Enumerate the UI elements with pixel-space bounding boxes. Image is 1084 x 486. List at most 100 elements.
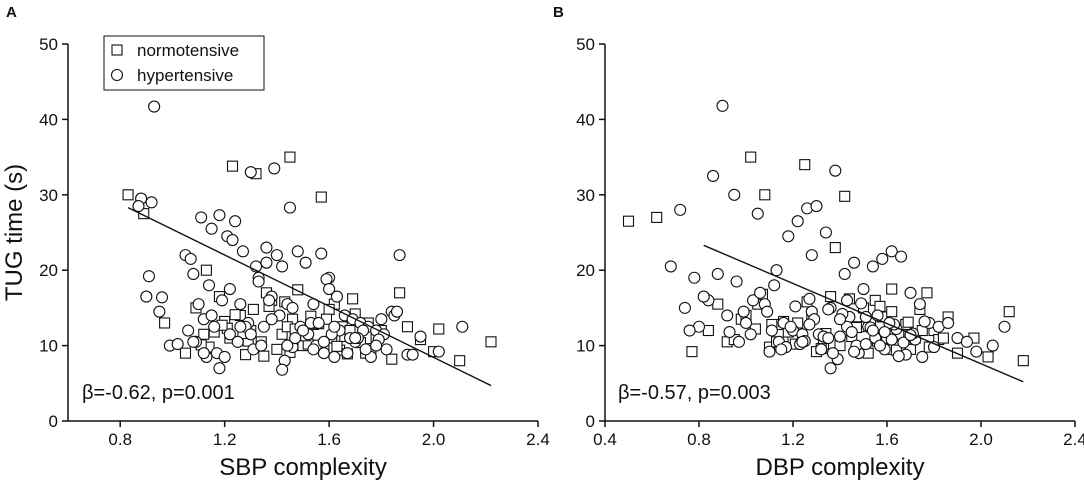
data-point-circle — [234, 320, 247, 333]
data-point-circle — [848, 345, 861, 358]
data-point-circle — [678, 301, 691, 314]
data-point-circle — [187, 335, 200, 348]
x-tick-label: 1.2 — [781, 430, 805, 449]
data-point-circle — [229, 215, 242, 228]
data-point-circle — [406, 348, 419, 361]
data-point-circle — [942, 316, 955, 330]
data-point-square — [825, 291, 837, 303]
legend-label: hypertensive — [137, 66, 233, 85]
data-point-circle — [674, 203, 687, 216]
y-tick-label: 40 — [39, 110, 58, 129]
data-point-circle — [260, 241, 273, 254]
data-point-circle — [815, 343, 828, 356]
x-tick-label: 0.8 — [687, 430, 711, 449]
data-point-circle — [182, 324, 195, 337]
y-tick-label: 10 — [39, 337, 58, 356]
data-point-circle — [789, 300, 802, 313]
y-tick-label: 20 — [39, 261, 58, 280]
data-point-circle — [312, 316, 325, 330]
data-point-circle — [878, 325, 891, 339]
x-tick-label: 2.0 — [969, 430, 993, 449]
data-point-circle — [414, 330, 427, 343]
data-point-circle — [370, 339, 383, 352]
data-point-circle — [197, 347, 210, 360]
data-point-circle — [707, 169, 720, 182]
data-point-circle — [782, 230, 795, 243]
data-point-circle — [885, 333, 898, 346]
y-axis-title: TUG time (s) — [1, 164, 28, 301]
data-point-circle — [775, 343, 788, 356]
data-point-square — [284, 151, 296, 163]
legend-marker-square — [111, 44, 123, 56]
data-point-circle — [328, 350, 341, 363]
data-point-circle — [892, 350, 905, 363]
data-point-square — [745, 151, 757, 163]
data-point-circle — [824, 362, 837, 375]
x-axis-title: DBP complexity — [756, 454, 925, 481]
data-point-square — [686, 346, 698, 358]
data-point-circle — [307, 343, 320, 356]
legend: normotensive hypertensive — [103, 35, 265, 91]
data-point-circle — [244, 328, 257, 341]
data-point-circle — [291, 245, 304, 258]
x-axis-title: SBP complexity — [219, 454, 387, 481]
data-point-circle — [236, 245, 249, 258]
data-point-circle — [349, 332, 362, 345]
data-point-circle — [252, 275, 265, 288]
data-point-square — [454, 355, 466, 367]
data-point-circle — [986, 339, 999, 352]
data-point-circle — [857, 282, 870, 296]
data-point-square — [622, 215, 635, 227]
data-point-circle — [833, 330, 847, 343]
data-point-circle — [744, 328, 757, 341]
data-point-circle — [746, 294, 760, 307]
data-point-circle — [223, 328, 236, 341]
data-point-circle — [202, 279, 216, 292]
data-point-circle — [213, 362, 226, 375]
data-point-circle — [664, 260, 677, 273]
data-point-circle — [255, 339, 268, 352]
data-point-circle — [765, 324, 778, 337]
data-point-circle — [244, 166, 257, 179]
data-point-square — [159, 317, 171, 329]
data-point-square — [937, 332, 949, 344]
data-point-circle — [683, 324, 696, 337]
data-point-circle — [223, 282, 236, 296]
data-point-circle — [393, 249, 406, 262]
x-tick-label: 0.4 — [593, 430, 617, 449]
panel-b: B 0 10 20 30 40 50 0.4 0.8 1.2 1.6 2.0 2.4 DBP comple… — [553, 4, 1084, 481]
data-point-circle — [833, 313, 847, 326]
data-point-square — [258, 350, 270, 362]
data-point-circle — [375, 313, 388, 326]
data-point-square — [347, 293, 359, 305]
x-tick-label: 1.6 — [317, 430, 341, 449]
data-point-circle — [822, 303, 835, 316]
series-hypertensive — [132, 100, 469, 376]
data-point-circle — [728, 188, 741, 201]
data-point-circle — [904, 286, 917, 299]
data-point-circle — [784, 320, 797, 333]
data-point-square — [1017, 355, 1029, 367]
data-point-circle — [289, 332, 302, 345]
data-point-circle — [286, 301, 299, 314]
data-point-circle — [276, 363, 289, 376]
data-point-circle — [960, 335, 973, 348]
data-point-circle — [730, 275, 743, 288]
data-point-circle — [281, 339, 294, 352]
y-tick-label: 20 — [576, 261, 595, 280]
data-point-circle — [218, 350, 231, 363]
data-point-circle — [998, 320, 1011, 333]
data-point-circle — [918, 315, 931, 328]
data-point-square — [839, 190, 851, 202]
data-point-circle — [711, 267, 724, 281]
data-point-circle — [187, 267, 200, 281]
data-point-circle — [866, 324, 879, 337]
data-point-square — [759, 189, 771, 201]
data-point-square — [921, 287, 933, 299]
data-point-circle — [268, 162, 281, 175]
x-tick-label: 2.4 — [1063, 430, 1084, 449]
data-point-circle — [859, 338, 872, 351]
data-point-circle — [819, 226, 832, 239]
data-point-circle — [234, 298, 247, 311]
data-point-circle — [328, 320, 341, 333]
